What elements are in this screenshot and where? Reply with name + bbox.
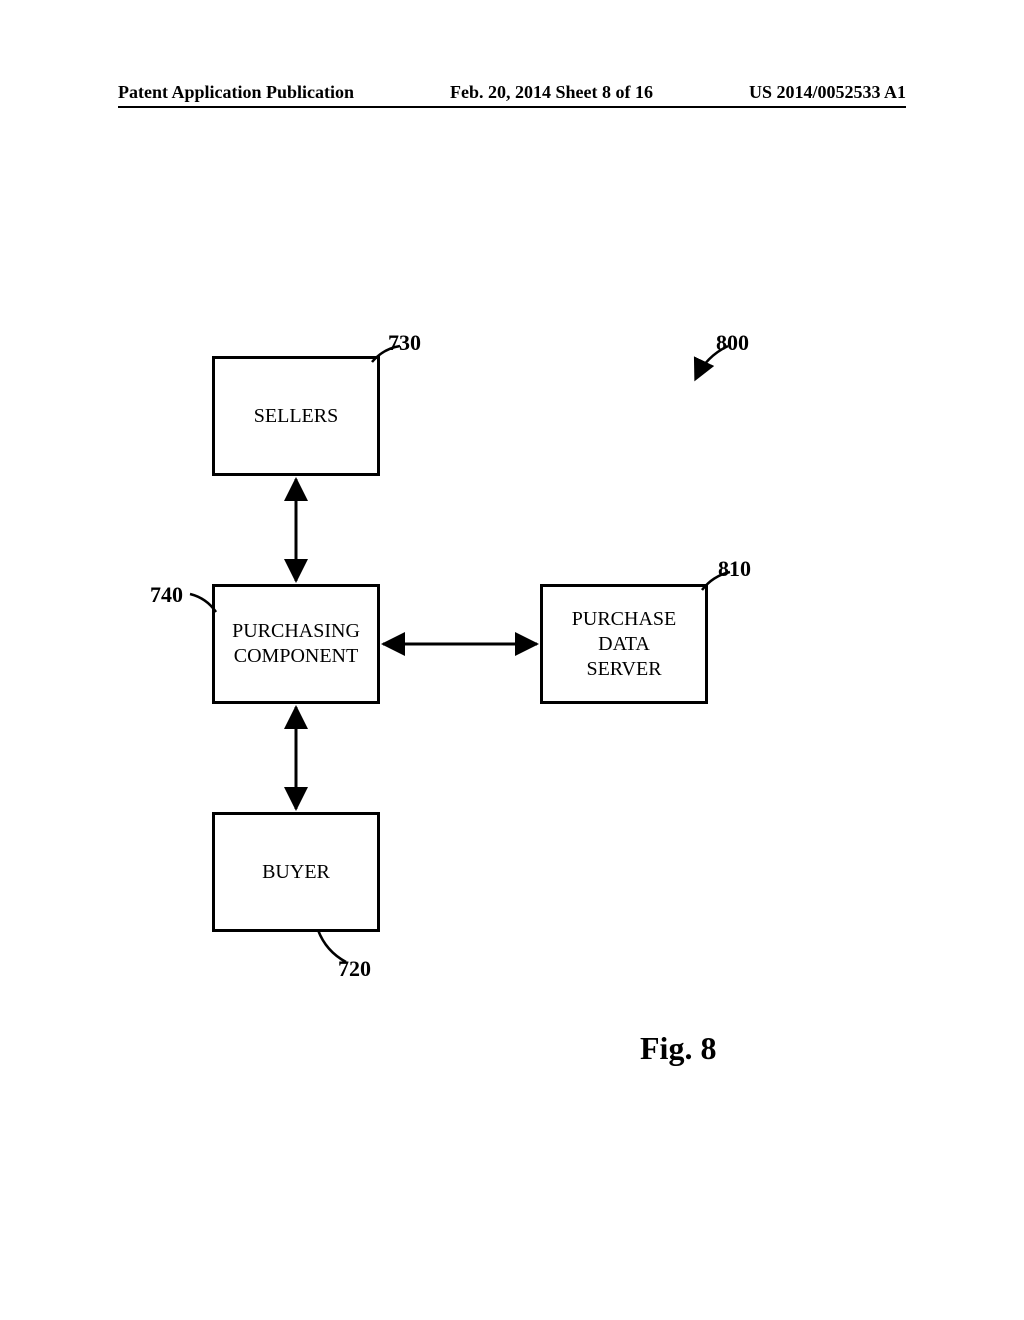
node-server-label: PURCHASEDATASERVER	[572, 607, 676, 682]
header-left: Patent Application Publication	[118, 82, 354, 103]
figure-label: Fig. 8	[640, 1030, 716, 1067]
node-sellers-label: SELLERS	[254, 404, 338, 429]
ref-740: 740	[150, 582, 183, 608]
node-purchasing: PURCHASINGCOMPONENT	[212, 584, 380, 704]
header-center: Feb. 20, 2014 Sheet 8 of 16	[450, 82, 653, 103]
node-server: PURCHASEDATASERVER	[540, 584, 708, 704]
ref-720: 720	[338, 956, 371, 982]
ref-730: 730	[388, 330, 421, 356]
node-buyer-label: BUYER	[262, 860, 330, 885]
page-header: Patent Application Publication Feb. 20, …	[0, 82, 1024, 103]
ref-800: 800	[716, 330, 749, 356]
header-right: US 2014/0052533 A1	[749, 82, 906, 103]
node-purchasing-label: PURCHASINGCOMPONENT	[232, 619, 360, 669]
header-rule	[118, 106, 906, 108]
node-buyer: BUYER	[212, 812, 380, 932]
page: Patent Application Publication Feb. 20, …	[0, 0, 1024, 1320]
connectors-layer	[0, 0, 1024, 1320]
node-sellers: SELLERS	[212, 356, 380, 476]
ref-810: 810	[718, 556, 751, 582]
